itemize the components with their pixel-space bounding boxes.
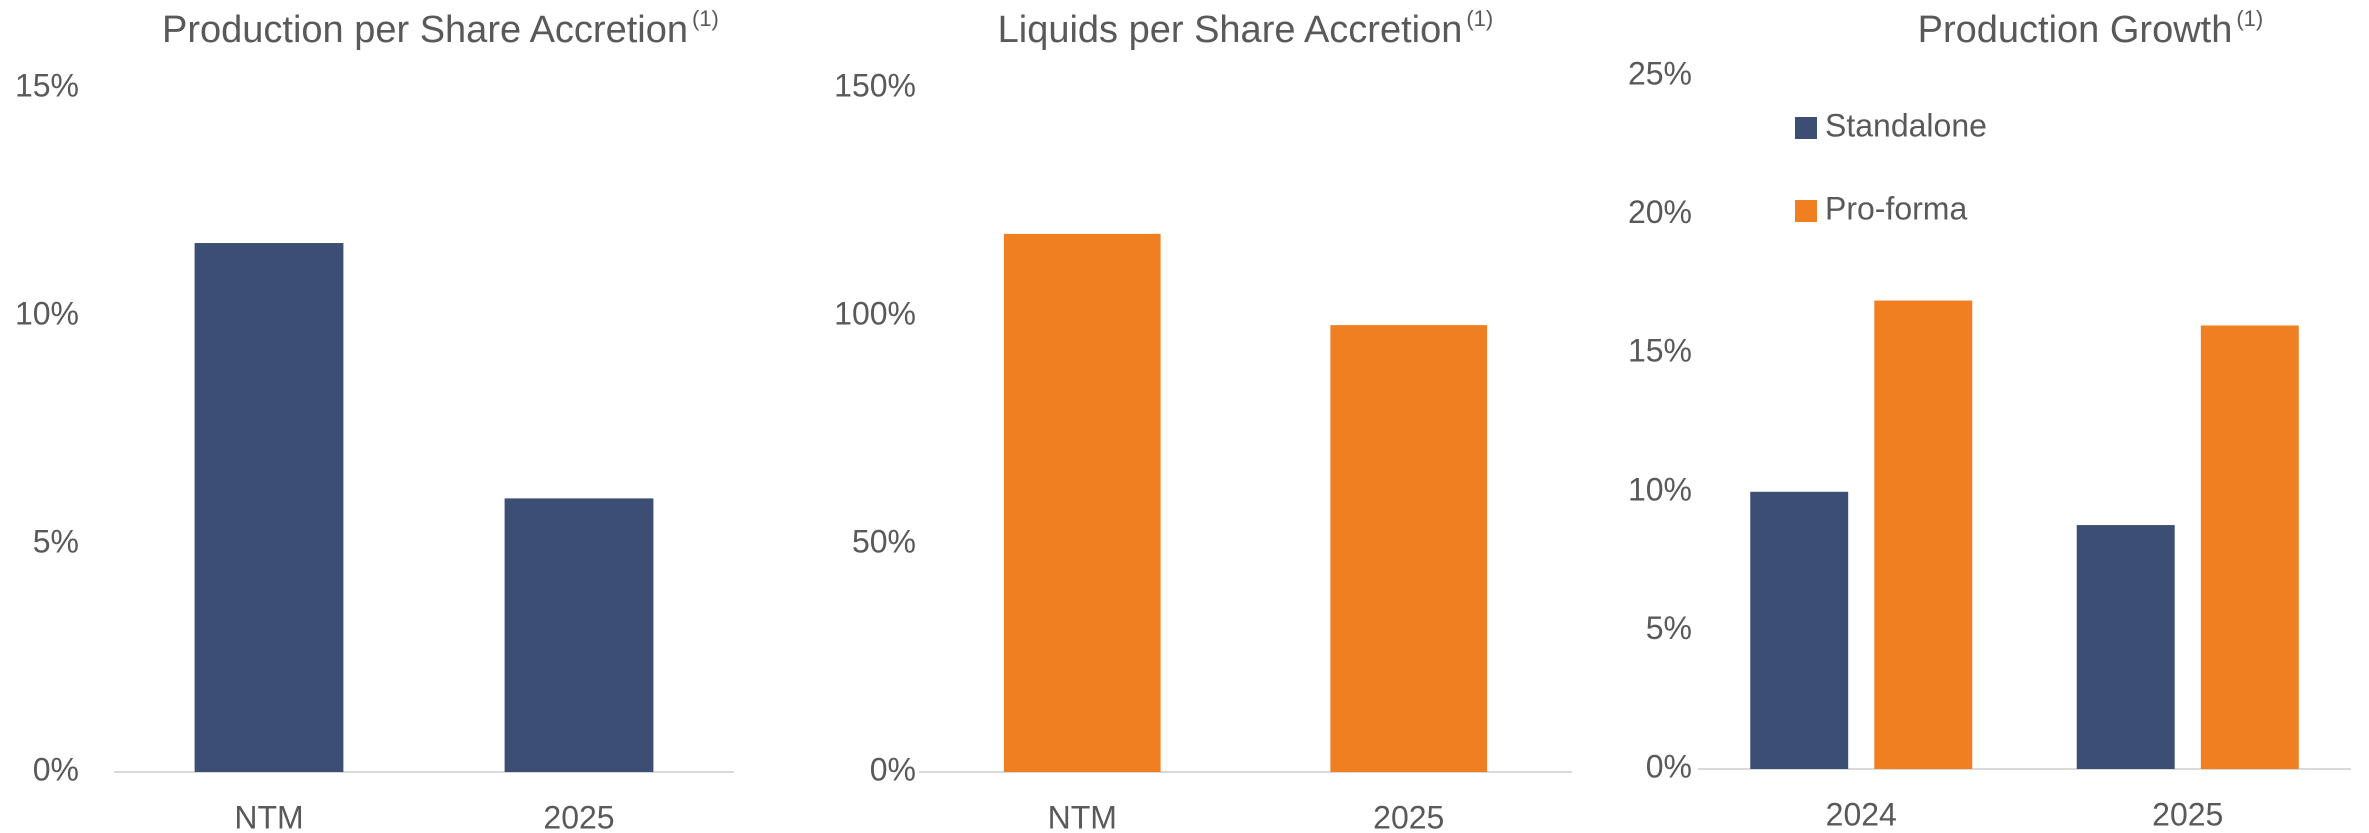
y-tick-label: 10% [1628, 471, 1692, 507]
legend-label: Standalone [1825, 107, 1987, 143]
y-tick-label: 50% [852, 523, 916, 559]
bar [2200, 325, 2299, 769]
legend-label: Pro-forma [1825, 190, 1967, 226]
chart-title: Production Growth [1918, 9, 2233, 51]
bar [1874, 300, 1973, 769]
y-tick-label: 15% [1628, 333, 1692, 369]
bar [1330, 325, 1488, 772]
legend-swatch [1795, 200, 1817, 222]
x-tick-label: 2024 [1826, 796, 1897, 832]
bar [2076, 525, 2175, 769]
x-tick-label: 2025 [543, 799, 614, 833]
y-tick-label: 0% [870, 751, 916, 787]
title-superscript: (1) [692, 6, 719, 31]
x-tick-label: 2025 [2152, 796, 2223, 832]
y-tick-label: 150% [834, 67, 916, 103]
title-superscript: (1) [2236, 6, 2263, 31]
chart-title: Liquids per Share Accretion [998, 9, 1463, 51]
y-tick-label: 15% [15, 67, 79, 103]
y-tick-label: 20% [1628, 194, 1692, 230]
y-tick-label: 5% [1646, 610, 1692, 646]
y-tick-label: 10% [15, 295, 79, 331]
legend-swatch [1795, 117, 1817, 139]
y-tick-label: 0% [33, 751, 79, 787]
chart-title: Production per Share Accretion [162, 9, 688, 51]
bar [1750, 491, 1849, 769]
x-tick-label: NTM [234, 799, 303, 833]
y-tick-label: 0% [1646, 748, 1692, 784]
bar [194, 243, 344, 773]
x-tick-label: 2025 [1373, 799, 1444, 833]
y-tick-label: 5% [33, 523, 79, 559]
title-superscript: (1) [1466, 6, 1493, 31]
y-tick-label: 25% [1628, 55, 1692, 91]
y-tick-label: 100% [834, 295, 916, 331]
bar [504, 498, 654, 772]
bar [1003, 233, 1161, 773]
x-tick-label: NTM [1048, 799, 1117, 833]
